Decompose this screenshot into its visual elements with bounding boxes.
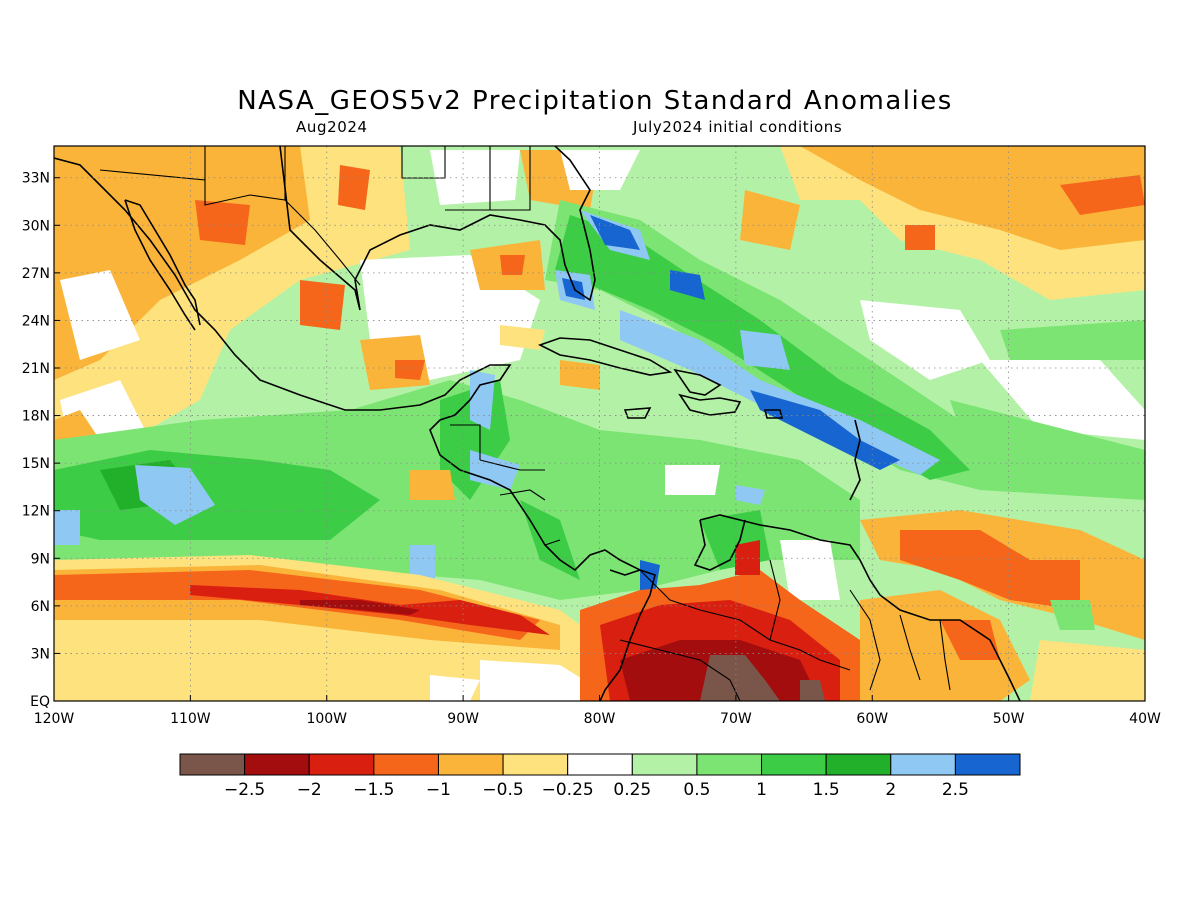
colorbar-swatch [890, 753, 956, 776]
colorbar-label: −2 [297, 780, 322, 800]
lon-tick-label: 40W [1129, 711, 1161, 727]
colorbar-label: 0.25 [613, 780, 651, 800]
lon-tick-label: 80W [584, 711, 616, 727]
colorbar-swatch [825, 753, 892, 776]
borders [99, 146, 951, 701]
lat-tick-label: 27N [22, 266, 50, 282]
lon-tick-label: 100W [306, 711, 347, 727]
colorbar-label: −0.25 [542, 780, 594, 800]
lon-tick-label: 120W [34, 711, 75, 727]
lat-tick-label: 30N [22, 218, 50, 234]
colorbar-swatch [179, 753, 246, 776]
lat-tick-label: EQ [30, 694, 50, 710]
colorbar-label: −0.5 [482, 780, 523, 800]
lon-tick-label: 50W [993, 711, 1025, 727]
colorbar-swatch [244, 753, 310, 776]
colorbar-label: −1 [426, 780, 451, 800]
lat-tick-label: 12N [22, 504, 50, 520]
lat-tick-label: 18N [22, 409, 50, 425]
axis-labels: 120W 110W 100W 90W 80W 70W 60W 50W 40W EQ 3N 6N 9N 12… [22, 171, 1161, 727]
colorbar-swatch [308, 753, 375, 776]
colorbar-label: 1.5 [813, 780, 840, 800]
lat-tick-label: 15N [22, 456, 50, 472]
colorbar-label: −2.5 [224, 780, 265, 800]
lat-tick-label: 6N [31, 599, 50, 615]
lat-tick-label: 3N [31, 646, 50, 662]
colorbar-swatch [502, 753, 569, 776]
colorbar: −2.5 −2 −1.5 −1 −0.5 −0.25 0.25 0.5 1 1.5 2 2.5 [179, 753, 1021, 800]
colorbar-label: 2.5 [942, 780, 969, 800]
colorbar-swatch [437, 753, 504, 776]
initial-conditions: July2024 initial conditions [633, 118, 843, 136]
lon-tick-label: 110W [170, 711, 211, 727]
lon-tick-label: 90W [447, 711, 479, 727]
colorbar-label: 0.5 [683, 780, 710, 800]
map-title: NASA_GEOS5v2 Precipitation Standard Anom… [237, 86, 953, 116]
colorbar-swatch [761, 753, 827, 776]
lat-tick-label: 21N [22, 361, 50, 377]
forecast-month: Aug2024 [296, 118, 368, 136]
colorbar-swatch [567, 753, 633, 776]
colorbar-label: 2 [885, 780, 896, 800]
colorbar-label: −1.5 [353, 780, 394, 800]
lat-tick-label: 24N [22, 313, 50, 329]
graticule [54, 146, 1145, 701]
lon-tick-label: 70W [720, 711, 752, 727]
colorbar-swatch [373, 753, 439, 776]
colorbar-swatch [954, 753, 1021, 776]
lon-tick-label: 60W [856, 711, 888, 727]
anomaly-field [54, 146, 1145, 701]
colorbar-label: 1 [756, 780, 767, 800]
lat-tick-label: 33N [22, 171, 50, 187]
colorbar-swatch [696, 753, 763, 776]
lat-tick-label: 9N [31, 551, 50, 567]
colorbar-swatch [631, 753, 698, 776]
